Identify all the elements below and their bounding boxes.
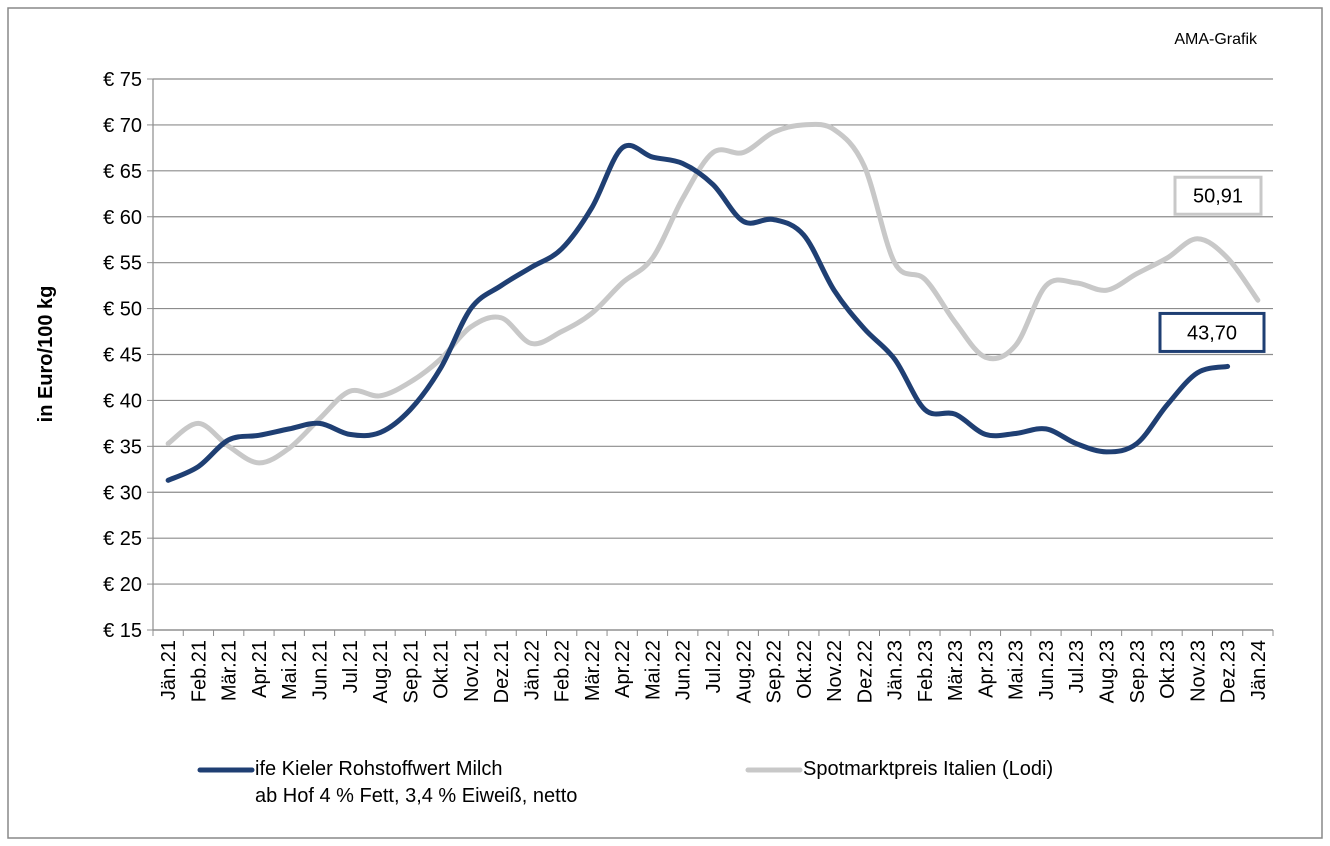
x-tick-label: Aug.23 — [1097, 640, 1119, 703]
x-tick-label: Aug.22 — [733, 640, 755, 703]
x-tick-label: Nov.23 — [1187, 640, 1209, 702]
value-label: 43,70 — [1187, 322, 1237, 344]
x-tick-label: Mai.23 — [1006, 640, 1028, 700]
value-label-box — [1173, 175, 1263, 216]
x-tick-label: Aug.21 — [370, 640, 392, 703]
x-tick-label: Sep.21 — [400, 640, 422, 703]
x-tick-label: Jul.23 — [1066, 640, 1088, 693]
x-tick-label: Jän.22 — [521, 640, 543, 700]
y-tick-label: € 70 — [103, 115, 142, 137]
y-tick-label: € 35 — [103, 436, 142, 458]
x-tick-label: Apr.21 — [249, 640, 271, 698]
x-tick-label: Mär.23 — [945, 640, 967, 701]
x-tick-label: Jän.24 — [1248, 640, 1270, 700]
value-label: 50,91 — [1193, 186, 1243, 208]
y-tick-label: € 45 — [103, 345, 142, 367]
x-tick-label: Jul.22 — [703, 640, 725, 693]
x-tick-label: Jän.21 — [158, 640, 180, 700]
x-tick-label: Jun.21 — [309, 640, 331, 700]
x-tick-label: Apr.23 — [975, 640, 997, 698]
x-tick-label: Sep.23 — [1127, 640, 1149, 703]
x-tick-label: Mär.22 — [582, 640, 604, 701]
value-label-box — [1158, 311, 1266, 353]
y-tick-label: € 50 — [103, 299, 142, 321]
annotation: AMA-Grafik — [1174, 31, 1258, 48]
y-tick-label: € 75 — [103, 69, 142, 91]
x-tick-label: Feb.21 — [188, 640, 210, 702]
x-tick-label: Sep.22 — [764, 640, 786, 703]
series-line — [165, 121, 1261, 466]
legend-label: ife Kieler Rohstoffwert Milch ab Hof 4 %… — [255, 758, 578, 807]
legend-label: Spotmarktpreis Italien (Lodi) — [803, 758, 1054, 780]
x-tick-label: Apr.22 — [612, 640, 634, 698]
y-tick-label: € 60 — [103, 207, 142, 229]
x-tick-label: Jän.23 — [885, 640, 907, 700]
x-tick-label: Dez.21 — [491, 640, 513, 703]
x-tick-label: Nov.21 — [461, 640, 483, 702]
y-tick-label: € 15 — [103, 620, 142, 642]
chart-border — [7, 7, 1323, 839]
y-tick-label: € 55 — [103, 253, 142, 275]
x-tick-label: Mai.22 — [642, 640, 664, 700]
x-tick-label: Mai.21 — [279, 640, 301, 700]
x-tick-label: Jun.23 — [1036, 640, 1058, 700]
x-tick-label: Feb.22 — [552, 640, 574, 702]
x-tick-label: Okt.23 — [1157, 640, 1179, 699]
x-tick-label: Okt.22 — [794, 640, 816, 699]
y-tick-label: € 25 — [103, 528, 142, 550]
y-tick-label: € 30 — [103, 482, 142, 504]
y-tick-label: € 65 — [103, 161, 142, 183]
x-tick-label: Dez.23 — [1218, 640, 1240, 703]
y-axis-label: in Euro/100 kg — [35, 286, 57, 423]
x-tick-label: Okt.21 — [431, 640, 453, 699]
x-tick-label: Mär.21 — [219, 640, 241, 701]
x-tick-label: Nov.22 — [824, 640, 846, 702]
y-tick-label: € 20 — [103, 574, 142, 596]
x-tick-label: Jun.22 — [673, 640, 695, 700]
x-tick-label: Feb.23 — [915, 640, 937, 702]
x-tick-label: Dez.22 — [854, 640, 876, 703]
series-line — [165, 142, 1231, 483]
x-tick-label: Jul.21 — [340, 640, 362, 693]
y-tick-label: € 40 — [103, 390, 142, 412]
